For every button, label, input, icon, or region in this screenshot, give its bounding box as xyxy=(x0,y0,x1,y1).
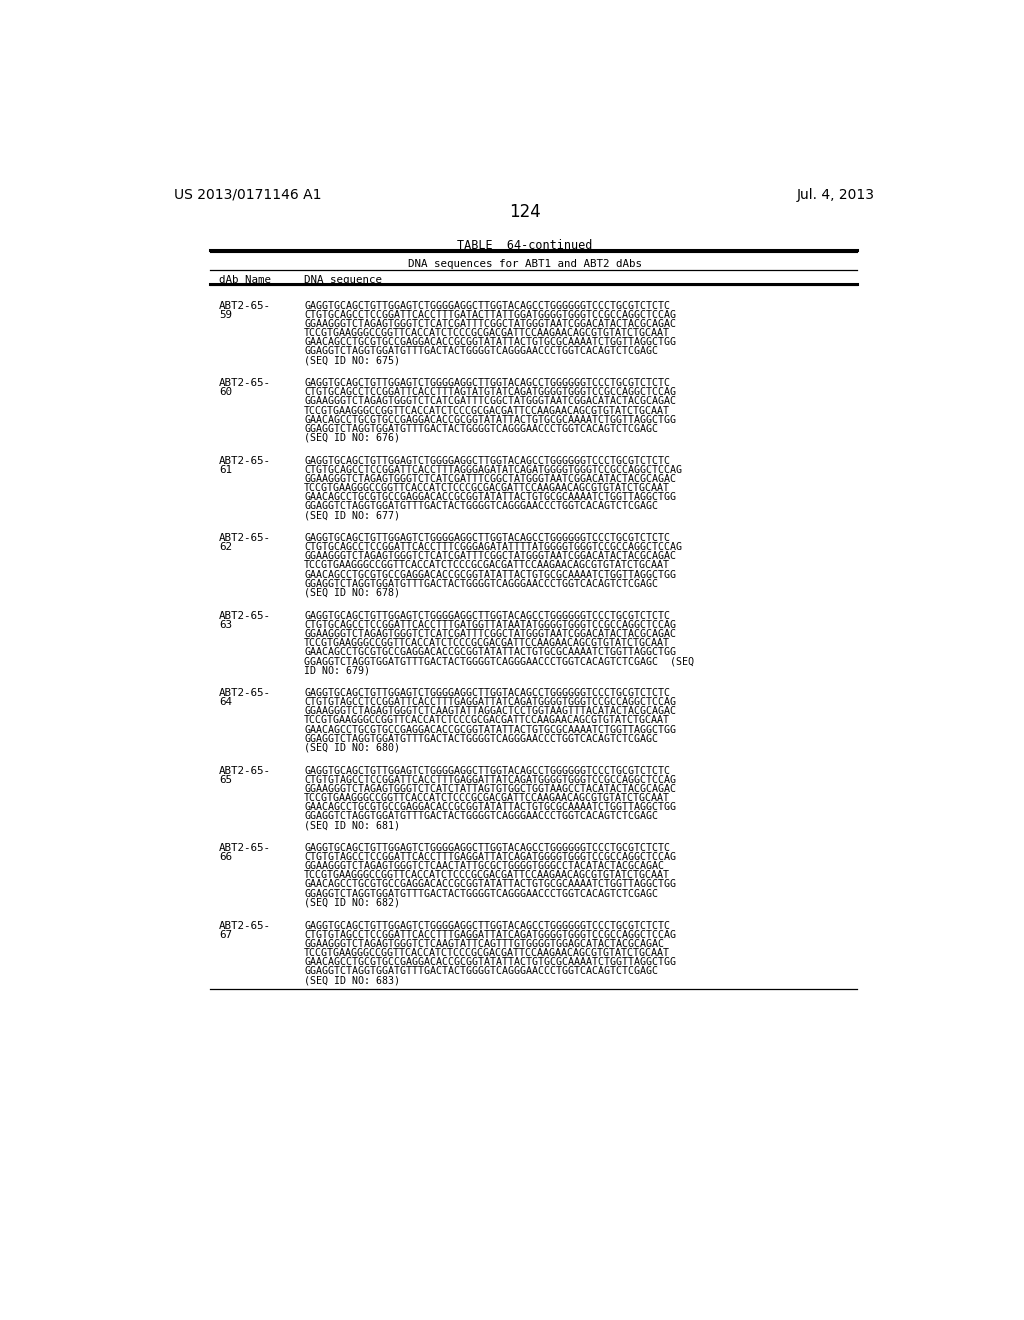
Text: GGAAGGGTCTAGAGTGGGTCTCATCGATTTCGGCTATGGGTAATCGGACATACTACGCAGAC: GGAAGGGTCTAGAGTGGGTCTCATCGATTTCGGCTATGGG… xyxy=(304,628,676,639)
Text: GAACAGCCTGCGTGCCGAGGACACCGCGGTATATTACTGTGCGCAAAATCTGGTTAGGCTGG: GAACAGCCTGCGTGCCGAGGACACCGCGGTATATTACTGT… xyxy=(304,803,676,812)
Text: (SEQ ID NO: 683): (SEQ ID NO: 683) xyxy=(304,975,400,985)
Text: ABT2-65-: ABT2-65- xyxy=(219,533,271,544)
Text: (SEQ ID NO: 682): (SEQ ID NO: 682) xyxy=(304,898,400,908)
Text: 124: 124 xyxy=(509,203,541,220)
Text: TABLE  64-continued: TABLE 64-continued xyxy=(457,239,593,252)
Text: CTGTGCAGCCTCCGGATTCACCTTTAGGGAGATATCAGATGGGGTGGGTCCGCCAGGCTCCAG: CTGTGCAGCCTCCGGATTCACCTTTAGGGAGATATCAGAT… xyxy=(304,465,682,475)
Text: ABT2-65-: ABT2-65- xyxy=(219,920,271,931)
Text: CTGTGCAGCCTCCGGATTCACCTTTAGTATGTATCAGATGGGGTGGGTCCGCCAGGCTCCAG: CTGTGCAGCCTCCGGATTCACCTTTAGTATGTATCAGATG… xyxy=(304,387,676,397)
Text: 65: 65 xyxy=(219,775,232,784)
Text: TCCGTGAAGGGCCGGTTCACCATCTCCCGCGACGATTCCAAGAACAGCGTGTATCTGCAAT: TCCGTGAAGGGCCGGTTCACCATCTCCCGCGACGATTCCA… xyxy=(304,329,670,338)
Text: GAGGTGCAGCTGTTGGAGTCTGGGGAGGCTTGGTACAGCCTGGGGGGTCCCTGCGTCTCTC: GAGGTGCAGCTGTTGGAGTCTGGGGAGGCTTGGTACAGCC… xyxy=(304,301,670,310)
Text: dAb Name: dAb Name xyxy=(219,276,271,285)
Text: GGAGGTCTAGGTGGATGTTTGACTACTGGGGTCAGGGAACCCTGGTCACAGTCTCGAGC: GGAGGTCTAGGTGGATGTTTGACTACTGGGGTCAGGGAAC… xyxy=(304,734,658,743)
Text: TCCGTGAAGGGCCGGTTCACCATCTCCCGCGACGATTCCAAGAACAGCGTGTATCTGCAAT: TCCGTGAAGGGCCGGTTCACCATCTCCCGCGACGATTCCA… xyxy=(304,948,670,958)
Text: ABT2-65-: ABT2-65- xyxy=(219,379,271,388)
Text: DNA sequences for ABT1 and ABT2 dAbs: DNA sequences for ABT1 and ABT2 dAbs xyxy=(408,259,642,268)
Text: GAGGTGCAGCTGTTGGAGTCTGGGGAGGCTTGGTACAGCCTGGGGGGTCCCTGCGTCTCTC: GAGGTGCAGCTGTTGGAGTCTGGGGAGGCTTGGTACAGCC… xyxy=(304,455,670,466)
Text: GGAGGTCTAGGTGGATGTTTGACTACTGGGGTCAGGGAACCCTGGTCACAGTCTCGAGC: GGAGGTCTAGGTGGATGTTTGACTACTGGGGTCAGGGAAC… xyxy=(304,502,658,511)
Text: GAGGTGCAGCTGTTGGAGTCTGGGGAGGCTTGGTACAGCCTGGGGGGTCCCTGCGTCTCTC: GAGGTGCAGCTGTTGGAGTCTGGGGAGGCTTGGTACAGCC… xyxy=(304,843,670,853)
Text: 66: 66 xyxy=(219,853,232,862)
Text: US 2013/0171146 A1: US 2013/0171146 A1 xyxy=(174,187,322,202)
Text: TCCGTGAAGGGCCGGTTCACCATCTCCCGCGACGATTCCAAGAACAGCGTGTATCTGCAAT: TCCGTGAAGGGCCGGTTCACCATCTCCCGCGACGATTCCA… xyxy=(304,405,670,416)
Text: GAGGTGCAGCTGTTGGAGTCTGGGGAGGCTTGGTACAGCCTGGGGGGTCCCTGCGTCTCTC: GAGGTGCAGCTGTTGGAGTCTGGGGAGGCTTGGTACAGCC… xyxy=(304,920,670,931)
Text: 59: 59 xyxy=(219,310,232,319)
Text: CTGTGTAGCCTCCGGATTCACCTTTGAGGATTATCAGATGGGGTGGGTCCGCCAGGCTCCAG: CTGTGTAGCCTCCGGATTCACCTTTGAGGATTATCAGATG… xyxy=(304,775,676,784)
Text: GAGGTGCAGCTGTTGGAGTCTGGGGAGGCTTGGTACAGCCTGGGGGGTCCCTGCGTCTCTC: GAGGTGCAGCTGTTGGAGTCTGGGGAGGCTTGGTACAGCC… xyxy=(304,688,670,698)
Text: GAACAGCCTGCGTGCCGAGGACACCGCGGTATATTACTGTGCGCAAAATCTGGTTAGGCTGG: GAACAGCCTGCGTGCCGAGGACACCGCGGTATATTACTGT… xyxy=(304,414,676,425)
Text: GGAAGGGTCTAGAGTGGGTCTCAACTATTGCGCTGGGGTGGGCCTACATACTACGCAGAC: GGAAGGGTCTAGAGTGGGTCTCAACTATTGCGCTGGGGTG… xyxy=(304,861,665,871)
Text: ABT2-65-: ABT2-65- xyxy=(219,766,271,776)
Text: ABT2-65-: ABT2-65- xyxy=(219,688,271,698)
Text: (SEQ ID NO: 678): (SEQ ID NO: 678) xyxy=(304,587,400,598)
Text: GAGGTGCAGCTGTTGGAGTCTGGGGAGGCTTGGTACAGCCTGGGGGGTCCCTGCGTCTCTC: GAGGTGCAGCTGTTGGAGTCTGGGGAGGCTTGGTACAGCC… xyxy=(304,766,670,776)
Text: GGAAGGGTCTAGAGTGGGTCTCATCGATTTCGGCTATGGGTAATCGGACATACTACGCAGAC: GGAAGGGTCTAGAGTGGGTCTCATCGATTTCGGCTATGGG… xyxy=(304,474,676,484)
Text: GGAAGGGTCTAGAGTGGGTCTCATCGATTTCGGCTATGGGTAATCGGACATACTACGCAGAC: GGAAGGGTCTAGAGTGGGTCTCATCGATTTCGGCTATGGG… xyxy=(304,319,676,329)
Text: CTGTGTAGCCTCCGGATTCACCTTTGAGGATTATCAGATGGGGTGGGTCCGCCAGGCTCCAG: CTGTGTAGCCTCCGGATTCACCTTTGAGGATTATCAGATG… xyxy=(304,853,676,862)
Text: ABT2-65-: ABT2-65- xyxy=(219,455,271,466)
Text: CTGTGCAGCCTCCGGATTCACCTTTGATACTTATTGGATGGGGTGGGTCCGCCAGGCTCCAG: CTGTGCAGCCTCCGGATTCACCTTTGATACTTATTGGATG… xyxy=(304,310,676,319)
Text: GAGGTGCAGCTGTTGGAGTCTGGGGAGGCTTGGTACAGCCTGGGGGGTCCCTGCGTCTCTC: GAGGTGCAGCTGTTGGAGTCTGGGGAGGCTTGGTACAGCC… xyxy=(304,379,670,388)
Text: (SEQ ID NO: 681): (SEQ ID NO: 681) xyxy=(304,820,400,830)
Text: GAACAGCCTGCGTGCCGAGGACACCGCGGTATATTACTGTGCGCAAAATCTGGTTAGGCTGG: GAACAGCCTGCGTGCCGAGGACACCGCGGTATATTACTGT… xyxy=(304,492,676,502)
Text: CTGTGTAGCCTCCGGATTCACCTTTGAGGATTATCAGATGGGGTGGGTCCGCCAGGCTCCAG: CTGTGTAGCCTCCGGATTCACCTTTGAGGATTATCAGATG… xyxy=(304,929,676,940)
Text: GGAGGTCTAGGTGGATGTTTGACTACTGGGGTCAGGGAACCCTGGTCACAGTCTCGAGC: GGAGGTCTAGGTGGATGTTTGACTACTGGGGTCAGGGAAC… xyxy=(304,966,658,975)
Text: TCCGTGAAGGGCCGGTTCACCATCTCCCGCGACGATTCCAAGAACAGCGTGTATCTGCAAT: TCCGTGAAGGGCCGGTTCACCATCTCCCGCGACGATTCCA… xyxy=(304,638,670,648)
Text: ID NO: 679): ID NO: 679) xyxy=(304,665,371,676)
Text: 62: 62 xyxy=(219,543,232,552)
Text: GAACAGCCTGCGTGCCGAGGACACCGCGGTATATTACTGTGCGCAAAATCTGGTTAGGCTGG: GAACAGCCTGCGTGCCGAGGACACCGCGGTATATTACTGT… xyxy=(304,879,676,890)
Text: CTGTGCAGCCTCCGGATTCACCTTTGATGGTTATAATATGGGGTGGGTCCGCCAGGCTCCAG: CTGTGCAGCCTCCGGATTCACCTTTGATGGTTATAATATG… xyxy=(304,620,676,630)
Text: GGAGGTCTAGGTGGATGTTTGACTACTGGGGTCAGGGAACCCTGGTCACAGTCTCGAGC: GGAGGTCTAGGTGGATGTTTGACTACTGGGGTCAGGGAAC… xyxy=(304,578,658,589)
Text: ABT2-65-: ABT2-65- xyxy=(219,301,271,310)
Text: GGAAGGGTCTAGAGTGGGTCTCAAGTATTAGGACTCCTGGTAAGTTTACATACTACGCAGAC: GGAAGGGTCTAGAGTGGGTCTCAAGTATTAGGACTCCTGG… xyxy=(304,706,676,717)
Text: GGAAGGGTCTAGAGTGGGTCTCATCGATTTCGGCTATGGGTAATCGGACATACTACGCAGAC: GGAAGGGTCTAGAGTGGGTCTCATCGATTTCGGCTATGGG… xyxy=(304,396,676,407)
Text: TCCGTGAAGGGCCGGTTCACCATCTCCCGCGACGATTCCAAGAACAGCGTGTATCTGCAAT: TCCGTGAAGGGCCGGTTCACCATCTCCCGCGACGATTCCA… xyxy=(304,561,670,570)
Text: GAACAGCCTGCGTGCCGAGGACACCGCGGTATATTACTGTGCGCAAAATCTGGTTAGGCTGG: GAACAGCCTGCGTGCCGAGGACACCGCGGTATATTACTGT… xyxy=(304,725,676,734)
Text: ABT2-65-: ABT2-65- xyxy=(219,843,271,853)
Text: (SEQ ID NO: 680): (SEQ ID NO: 680) xyxy=(304,743,400,752)
Text: GGAAGGGTCTAGAGTGGGTCTCATCGATTTCGGCTATGGGTAATCGGACATACTACGCAGAC: GGAAGGGTCTAGAGTGGGTCTCATCGATTTCGGCTATGGG… xyxy=(304,552,676,561)
Text: GAACAGCCTGCGTGCCGAGGACACCGCGGTATATTACTGTGCGCAAAATCTGGTTAGGCTGG: GAACAGCCTGCGTGCCGAGGACACCGCGGTATATTACTGT… xyxy=(304,957,676,966)
Text: GGAGGTCTAGGTGGATGTTTGACTACTGGGGTCAGGGAACCCTGGTCACAGTCTCGAGC: GGAGGTCTAGGTGGATGTTTGACTACTGGGGTCAGGGAAC… xyxy=(304,346,658,356)
Text: GGAGGTCTAGGTGGATGTTTGACTACTGGGGTCAGGGAACCCTGGTCACAGTCTCGAGC  (SEQ: GGAGGTCTAGGTGGATGTTTGACTACTGGGGTCAGGGAAC… xyxy=(304,656,694,667)
Text: GGAAGGGTCTAGAGTGGGTCTCATCTATTAGTGTGGCTGGTAAGCCTACATACTACGCAGAC: GGAAGGGTCTAGAGTGGGTCTCATCTATTAGTGTGGCTGG… xyxy=(304,784,676,793)
Text: TCCGTGAAGGGCCGGTTCACCATCTCCCGCGACGATTCCAAGAACAGCGTGTATCTGCAAT: TCCGTGAAGGGCCGGTTCACCATCTCCCGCGACGATTCCA… xyxy=(304,483,670,494)
Text: ABT2-65-: ABT2-65- xyxy=(219,611,271,620)
Text: 61: 61 xyxy=(219,465,232,475)
Text: CTGTGCAGCCTCCGGATTCACCTTTCGGGAGATATTTTATGGGGTGGGTCCGCCAGGCTCCAG: CTGTGCAGCCTCCGGATTCACCTTTCGGGAGATATTTTAT… xyxy=(304,543,682,552)
Text: GAACAGCCTGCGTGCCGAGGACACCGCGGTATATTACTGTGCGCAAAATCTGGTTAGGCTGG: GAACAGCCTGCGTGCCGAGGACACCGCGGTATATTACTGT… xyxy=(304,337,676,347)
Text: Jul. 4, 2013: Jul. 4, 2013 xyxy=(797,187,876,202)
Text: GAGGTGCAGCTGTTGGAGTCTGGGGAGGCTTGGTACAGCCTGGGGGGTCCCTGCGTCTCTC: GAGGTGCAGCTGTTGGAGTCTGGGGAGGCTTGGTACAGCC… xyxy=(304,533,670,544)
Text: GGAGGTCTAGGTGGATGTTTGACTACTGGGGTCAGGGAACCCTGGTCACAGTCTCGAGC: GGAGGTCTAGGTGGATGTTTGACTACTGGGGTCAGGGAAC… xyxy=(304,810,658,821)
Text: GGAGGTCTAGGTGGATGTTTGACTACTGGGGTCAGGGAACCCTGGTCACAGTCTCGAGC: GGAGGTCTAGGTGGATGTTTGACTACTGGGGTCAGGGAAC… xyxy=(304,424,658,434)
Text: 60: 60 xyxy=(219,387,232,397)
Text: (SEQ ID NO: 677): (SEQ ID NO: 677) xyxy=(304,511,400,520)
Text: GAGGTGCAGCTGTTGGAGTCTGGGGAGGCTTGGTACAGCCTGGGGGGTCCCTGCGTCTCTC: GAGGTGCAGCTGTTGGAGTCTGGGGAGGCTTGGTACAGCC… xyxy=(304,611,670,620)
Text: DNA sequence: DNA sequence xyxy=(304,276,382,285)
Text: GAACAGCCTGCGTGCCGAGGACACCGCGGTATATTACTGTGCGCAAAATCTGGTTAGGCTGG: GAACAGCCTGCGTGCCGAGGACACCGCGGTATATTACTGT… xyxy=(304,570,676,579)
Text: GGAAGGGTCTAGAGTGGGTCTCAAGTATTCAGTTTGTGGGGTGGAGCATACTACGCAGAC: GGAAGGGTCTAGAGTGGGTCTCAAGTATTCAGTTTGTGGG… xyxy=(304,939,665,949)
Text: 63: 63 xyxy=(219,620,232,630)
Text: (SEQ ID NO: 675): (SEQ ID NO: 675) xyxy=(304,355,400,366)
Text: TCCGTGAAGGGCCGGTTCACCATCTCCCGCGACGATTCCAAGAACAGCGTGTATCTGCAAT: TCCGTGAAGGGCCGGTTCACCATCTCCCGCGACGATTCCA… xyxy=(304,715,670,726)
Text: 64: 64 xyxy=(219,697,232,708)
Text: 67: 67 xyxy=(219,929,232,940)
Text: GGAGGTCTAGGTGGATGTTTGACTACTGGGGTCAGGGAACCCTGGTCACAGTCTCGAGC: GGAGGTCTAGGTGGATGTTTGACTACTGGGGTCAGGGAAC… xyxy=(304,888,658,899)
Text: TCCGTGAAGGGCCGGTTCACCATCTCCCGCGACGATTCCAAGAACAGCGTGTATCTGCAAT: TCCGTGAAGGGCCGGTTCACCATCTCCCGCGACGATTCCA… xyxy=(304,870,670,880)
Text: GAACAGCCTGCGTGCCGAGGACACCGCGGTATATTACTGTGCGCAAAATCTGGTTAGGCTGG: GAACAGCCTGCGTGCCGAGGACACCGCGGTATATTACTGT… xyxy=(304,647,676,657)
Text: CTGTGTAGCCTCCGGATTCACCTTTGAGGATTATCAGATGGGGTGGGTCCGCCAGGCTCCAG: CTGTGTAGCCTCCGGATTCACCTTTGAGGATTATCAGATG… xyxy=(304,697,676,708)
Text: (SEQ ID NO: 676): (SEQ ID NO: 676) xyxy=(304,433,400,442)
Text: TCCGTGAAGGGCCGGTTCACCATCTCCCGCGACGATTCCAAGAACAGCGTGTATCTGCAAT: TCCGTGAAGGGCCGGTTCACCATCTCCCGCGACGATTCCA… xyxy=(304,793,670,803)
